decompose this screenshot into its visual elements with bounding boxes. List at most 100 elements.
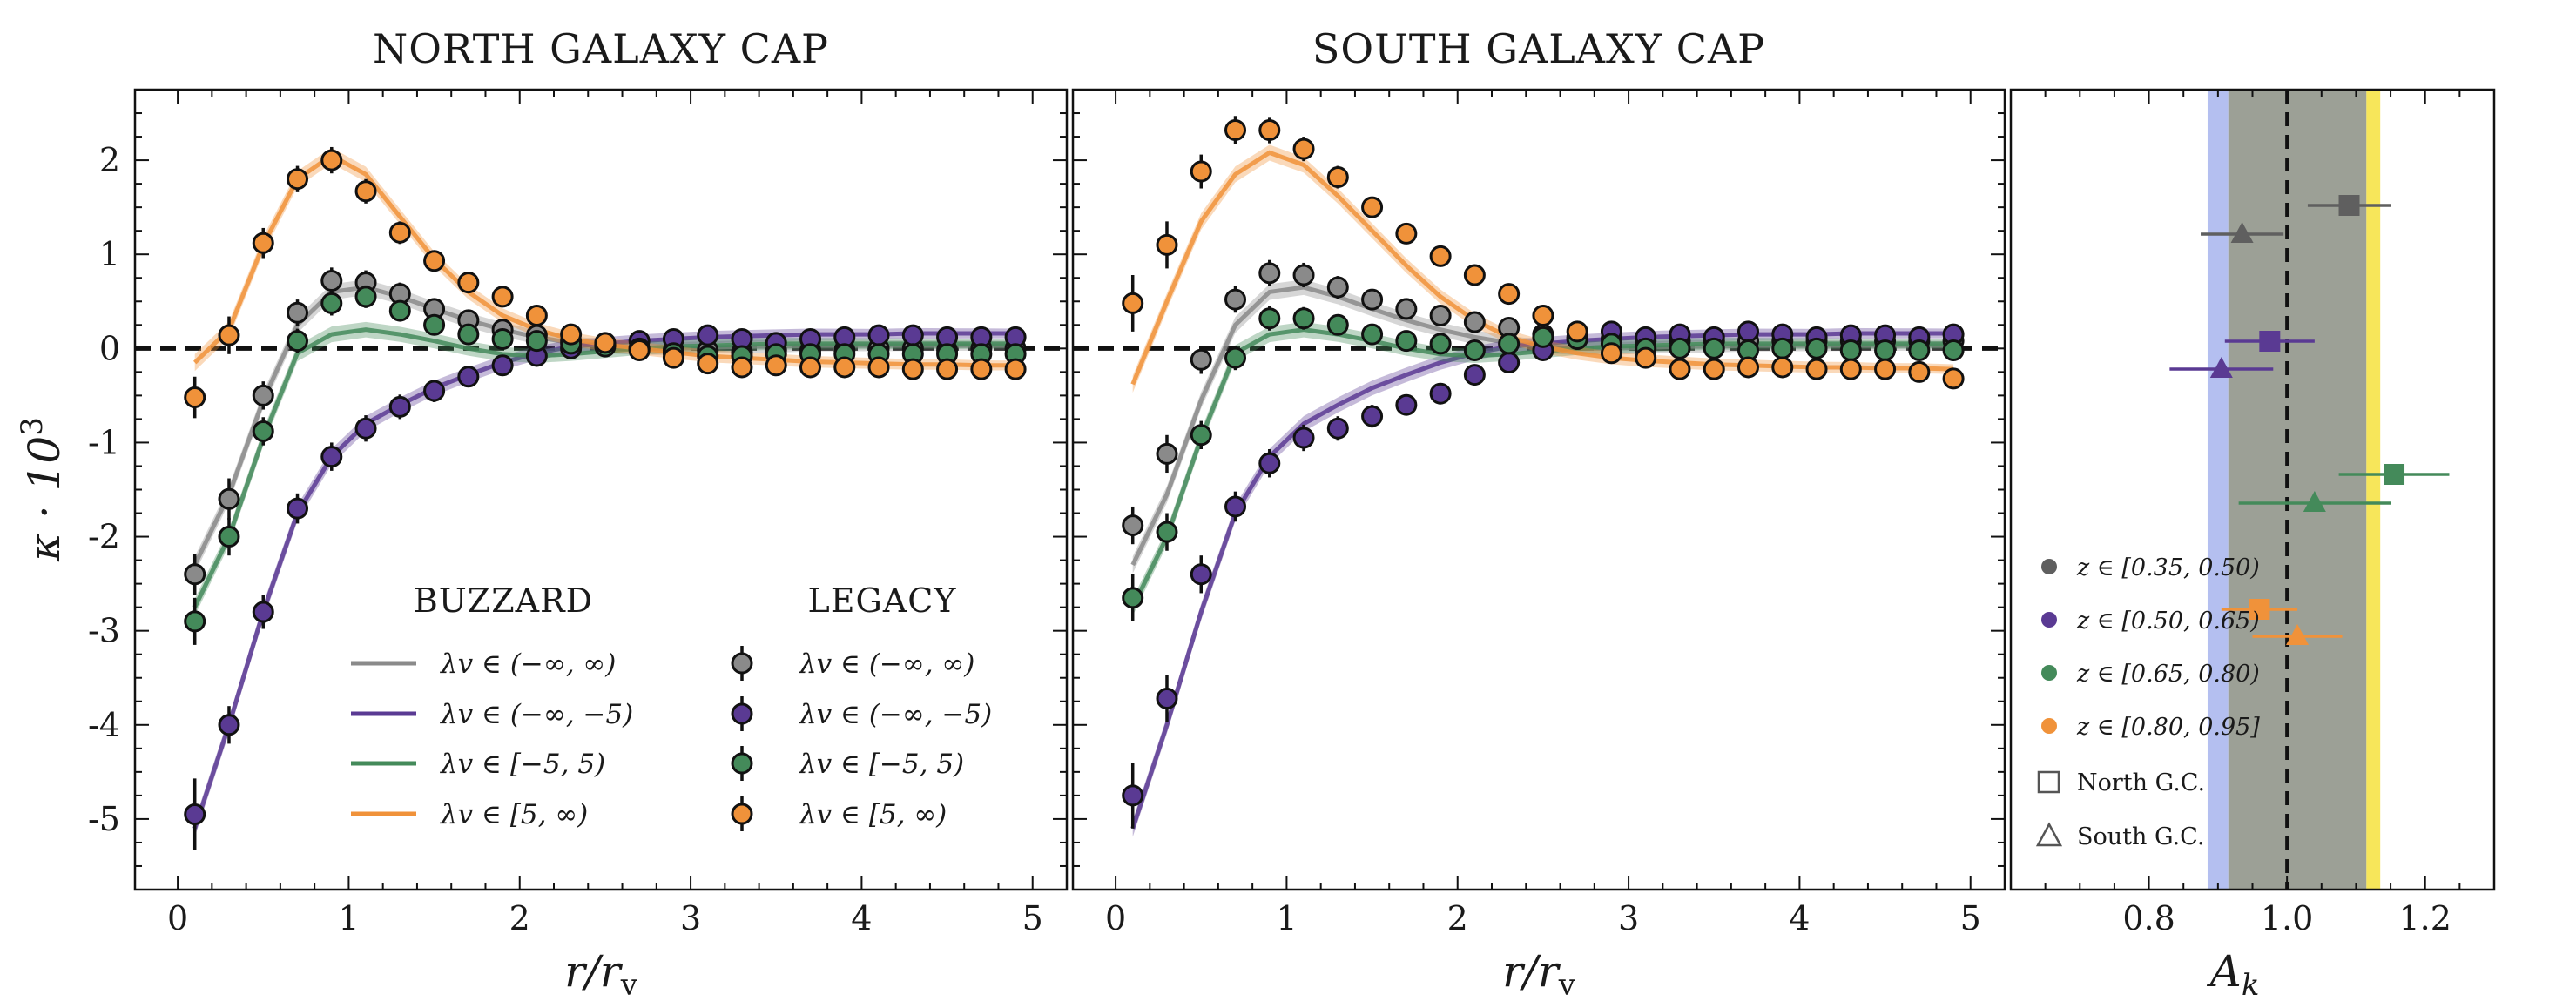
data-point	[1942, 339, 1965, 361]
data-point	[867, 324, 890, 346]
data-point	[1258, 262, 1281, 285]
data-point	[218, 324, 240, 346]
data-point	[1532, 326, 1554, 348]
legend-north-label: North G.C.	[2077, 769, 2205, 796]
data-point	[388, 221, 411, 244]
x-tick-label: 0	[1105, 899, 1126, 937]
data-point	[1908, 339, 1931, 361]
legend-marker-2	[731, 752, 753, 775]
data-point	[1874, 358, 1897, 380]
plot-frame	[1071, 88, 2006, 891]
data-point	[1395, 393, 1418, 416]
amplitude-legend-marker-3	[2041, 718, 2057, 734]
data-point	[1395, 222, 1418, 245]
data-point	[184, 610, 206, 633]
data-point	[1156, 233, 1178, 256]
data-point	[1600, 342, 1622, 365]
data-point	[457, 366, 480, 388]
data-point	[901, 324, 924, 346]
data-point	[1156, 688, 1178, 710]
data-point	[1326, 276, 1349, 299]
x-tick-label: 2	[509, 899, 530, 937]
amplitude-point-north	[2384, 464, 2405, 485]
data-point	[1326, 166, 1349, 189]
data-point	[1292, 138, 1315, 160]
data-point	[1361, 405, 1384, 427]
data-point	[799, 356, 822, 379]
data-point	[491, 354, 514, 377]
legend-label-data: λv ∈ (−∞, −5)	[798, 699, 992, 730]
data-point	[560, 323, 583, 346]
amplitude-frame	[2009, 88, 2496, 891]
x-axis-label: r/rv	[564, 946, 638, 1001]
data-point	[594, 332, 617, 354]
data-point	[1361, 196, 1384, 218]
data-point	[1874, 339, 1897, 361]
x-tick-label: 0	[167, 899, 188, 937]
y-axis-label: κ · 103	[15, 417, 70, 562]
data-point	[1498, 333, 1521, 355]
data-point	[525, 330, 548, 353]
amplitude-point-north	[2249, 599, 2270, 620]
plot-frame	[133, 88, 1069, 891]
data-point	[1395, 298, 1418, 320]
data-point	[970, 358, 993, 380]
x-tick-label: 2	[1447, 899, 1468, 937]
data-point	[320, 149, 343, 171]
data-point	[423, 250, 446, 272]
data-point	[1669, 358, 1691, 380]
data-point	[287, 168, 309, 191]
y-tick-label: -3	[88, 612, 120, 650]
data-point	[423, 380, 446, 402]
data-point	[1156, 521, 1178, 543]
data-point	[1258, 452, 1281, 474]
data-point	[1805, 337, 1828, 359]
model-band-0	[194, 279, 1016, 574]
data-point	[1429, 304, 1452, 326]
amplitude-tick-label: 1.2	[2398, 899, 2451, 937]
data-point	[287, 330, 309, 353]
data-point	[1224, 118, 1247, 141]
data-point	[388, 395, 411, 418]
amplitude-band-1	[2228, 90, 2367, 890]
data-point	[1463, 264, 1486, 286]
data-point	[1361, 323, 1384, 346]
amplitude-band-0	[2207, 90, 2229, 890]
panel-amplitude: 0.8 1.0 1.2 Ak z ∈ [0.35, 0.50) z ∈ [0.50, 0.…	[2009, 88, 2496, 1001]
data-point	[320, 292, 343, 314]
data-point	[1771, 337, 1794, 359]
amplitude-legend-marker-2	[2041, 665, 2057, 681]
data-point	[1292, 307, 1315, 330]
data-point	[1190, 563, 1212, 586]
data-point	[1429, 245, 1452, 267]
data-point	[252, 384, 274, 406]
panel-title: NORTH GALAXY CAP	[373, 25, 829, 72]
data-point	[354, 286, 377, 308]
data-point	[287, 301, 309, 324]
amplitude-point-south	[2303, 491, 2326, 512]
data-point	[1258, 118, 1281, 141]
x-tick-label: 1	[1276, 899, 1297, 937]
data-point	[1224, 288, 1247, 311]
data-point	[1703, 358, 1725, 380]
model-line-2	[192, 327, 1016, 608]
data-point	[833, 356, 856, 379]
y-tick-label: 0	[99, 329, 120, 367]
data-point	[491, 328, 514, 351]
data-point	[1771, 356, 1794, 379]
data-point	[1122, 292, 1144, 314]
amplitude-point-south	[2209, 357, 2233, 378]
amplitude-axis-label-sub: k	[2242, 968, 2260, 1001]
data-point	[628, 339, 651, 361]
panel-north: 0 1 2 3 4 5 2 1 0 -1 -2 -3 -4 -5 NORTH GALAXY CAP r/rv	[88, 25, 1069, 1001]
amplitude-tick-label: 0.8	[2122, 899, 2175, 937]
data-point	[388, 299, 411, 322]
data-point	[320, 269, 343, 292]
panel-south: 0 1 2 3 4 5 SOUTH GALAXY CAP r/rv	[1071, 25, 2006, 1001]
data-point	[1190, 424, 1212, 447]
amplitude-point-north	[2259, 331, 2281, 352]
x-axis-label-sub: v	[1558, 968, 1576, 1001]
data-point	[184, 803, 206, 826]
data-point	[320, 446, 343, 468]
